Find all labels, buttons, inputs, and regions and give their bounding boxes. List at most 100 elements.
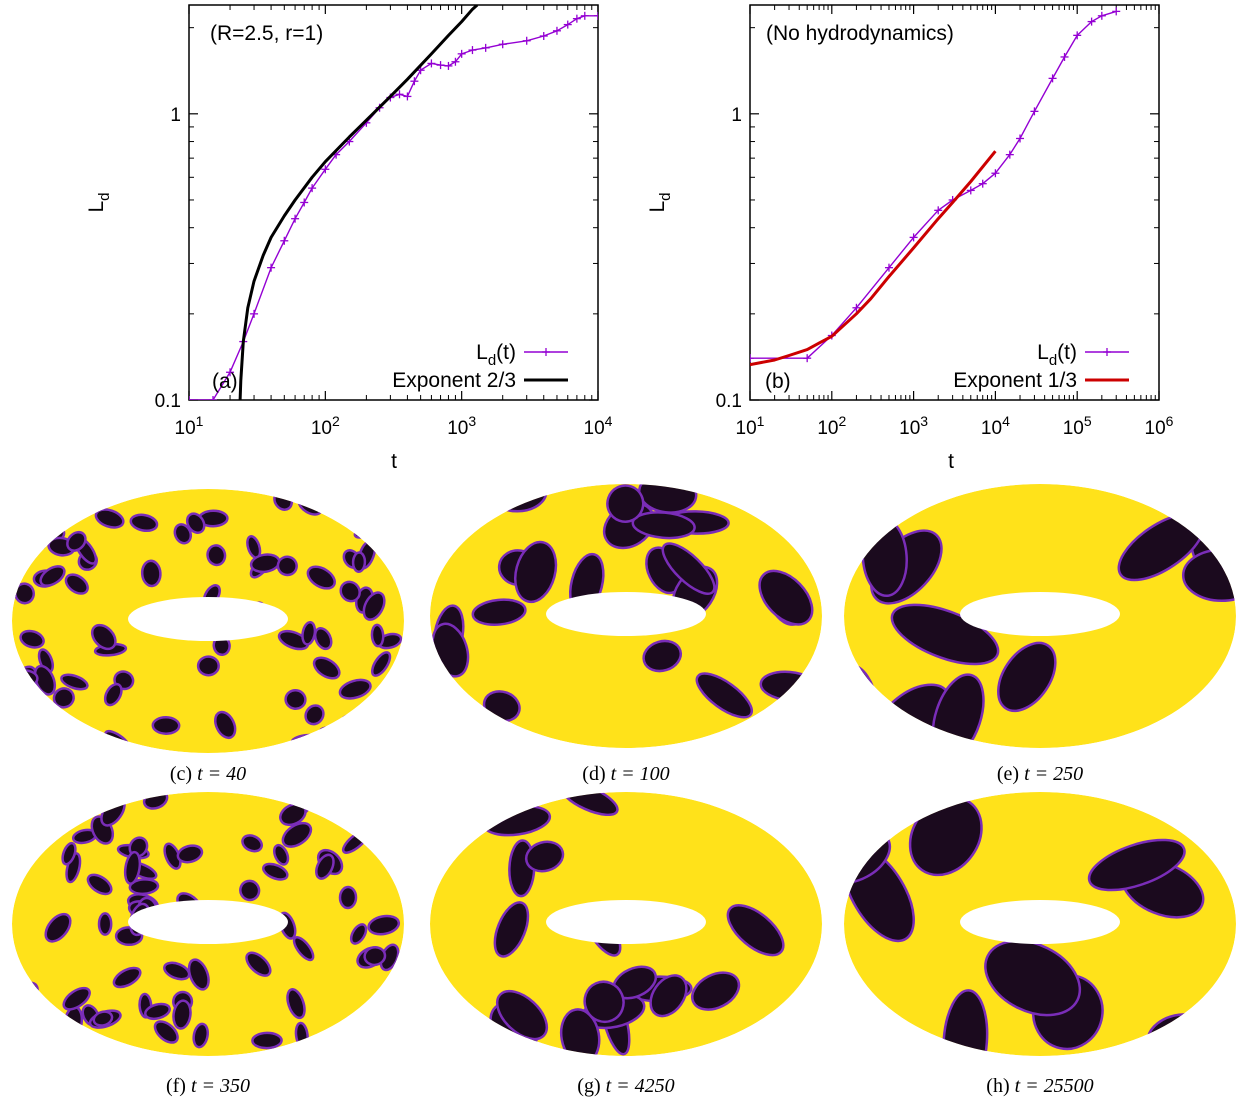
torus-snapshots: (c) t = 40 (d) t = 100 (e) t = 250 (f) t = …: [12, 484, 1236, 1097]
dark-domain: [214, 710, 237, 740]
dark-domain: [284, 689, 307, 710]
data-point: [300, 198, 309, 207]
plot-a-xlabel: t: [391, 450, 397, 473]
torus-panel: (f) t = 350: [12, 792, 404, 1097]
dark-domain: [726, 904, 785, 957]
dark-domain: [351, 551, 367, 573]
torus-hole: [960, 900, 1120, 944]
dark-domain: [379, 836, 396, 860]
plot-b-legend: Ld(t)Exponent 1/3: [953, 341, 1129, 392]
dark-domain: [64, 573, 89, 595]
plot-b-annotation: (No hydrodynamics): [766, 22, 954, 45]
data-point: [580, 11, 589, 20]
legend-label: Exponent 2/3: [392, 369, 516, 392]
dark-domain: [33, 664, 57, 696]
data-point: [1112, 7, 1121, 16]
x-tick-label: 104: [584, 413, 613, 439]
torus-hole: [960, 592, 1120, 636]
dark-domain: [430, 1001, 472, 1052]
torus-panel: (d) t = 100: [430, 484, 822, 785]
data-point: [189, 396, 193, 400]
dark-domain: [140, 559, 162, 588]
dark-domain: [338, 885, 358, 910]
data-point: [934, 206, 943, 215]
caption-value: t = 40: [197, 763, 246, 785]
dark-domain: [341, 713, 372, 727]
x-tick-label: 104: [981, 413, 1010, 439]
dark-domain: [997, 641, 1057, 713]
dark-domain: [1146, 1013, 1224, 1056]
dark-domain: [1181, 548, 1236, 603]
data-point: [250, 309, 259, 318]
dark-domain: [313, 627, 333, 651]
data-point: [1073, 31, 1082, 40]
data-point: [572, 14, 581, 23]
caption-value: t = 250: [1024, 763, 1083, 785]
dark-domain: [890, 603, 1000, 666]
dark-domain: [103, 682, 123, 707]
dark-domain: [52, 687, 75, 709]
x-tick-label: 102: [311, 413, 340, 439]
data-point: [280, 236, 289, 245]
dark-domain: [123, 850, 142, 885]
data-point: [451, 57, 460, 66]
data-point: [539, 32, 548, 41]
dark-domain: [292, 935, 315, 962]
dark-domain: [486, 484, 548, 513]
data-point: [1087, 17, 1096, 26]
torus-caption: (h) t = 25500: [986, 1075, 1093, 1097]
legend-label: Ld(t): [1037, 341, 1077, 369]
data-point: [991, 169, 1000, 178]
caption-value: t = 4250: [606, 1075, 675, 1097]
series-line: [238, 5, 479, 400]
dark-domain: [661, 542, 716, 595]
data-point: [1016, 134, 1025, 143]
data-point: [884, 263, 893, 272]
caption-label: (e): [997, 763, 1024, 785]
dark-domain: [185, 512, 206, 534]
dark-domain: [452, 484, 488, 523]
data-point: [909, 233, 918, 242]
dark-domain: [97, 912, 113, 936]
dark-domain: [192, 1022, 209, 1049]
dark-domain: [493, 901, 530, 958]
dark-domain: [241, 834, 264, 853]
dark-domain: [353, 521, 383, 539]
legend-label: Ld(t): [476, 341, 516, 369]
y-axis-label: Ld: [646, 192, 674, 212]
torus-panel: (c) t = 40: [12, 489, 404, 785]
dark-domain: [144, 1002, 171, 1021]
dark-domain: [173, 523, 193, 545]
dark-domain: [318, 726, 348, 744]
data-point: [498, 40, 507, 49]
dark-domain: [379, 821, 397, 846]
caption-label: (h): [986, 1075, 1014, 1097]
dark-domain: [262, 862, 289, 881]
data-point: [522, 36, 531, 45]
plot-b-xlabel: t: [948, 450, 954, 473]
dark-domain: [315, 853, 335, 880]
data-point: [209, 396, 218, 400]
dark-domain: [25, 692, 47, 717]
dark-domain: [336, 491, 358, 521]
dark-domain: [86, 873, 113, 896]
plot-a-annotation: (R=2.5, r=1): [210, 22, 323, 45]
dark-domain: [471, 598, 527, 626]
torus-caption: (c) t = 40: [170, 763, 246, 785]
data-point: [803, 354, 812, 363]
dark-domain: [560, 792, 619, 817]
torus-caption: (f) t = 350: [166, 1075, 250, 1097]
plot-b: 101 102 103 104 105 106 0.1 1 (No hydrodynamics…: [646, 4, 1174, 473]
dark-domain: [367, 914, 401, 936]
dark-domain: [367, 801, 392, 824]
caption-value: t = 25500: [1015, 1075, 1094, 1097]
data-point: [403, 92, 412, 101]
dark-domain: [370, 623, 385, 648]
plot-b-ylabel: Ld: [646, 192, 674, 212]
dark-domain: [94, 508, 125, 529]
caption-label: (c): [170, 763, 197, 785]
dark-domain: [281, 821, 313, 848]
dark-domain: [176, 844, 204, 864]
plot-b-panel-label: (b): [765, 370, 791, 393]
